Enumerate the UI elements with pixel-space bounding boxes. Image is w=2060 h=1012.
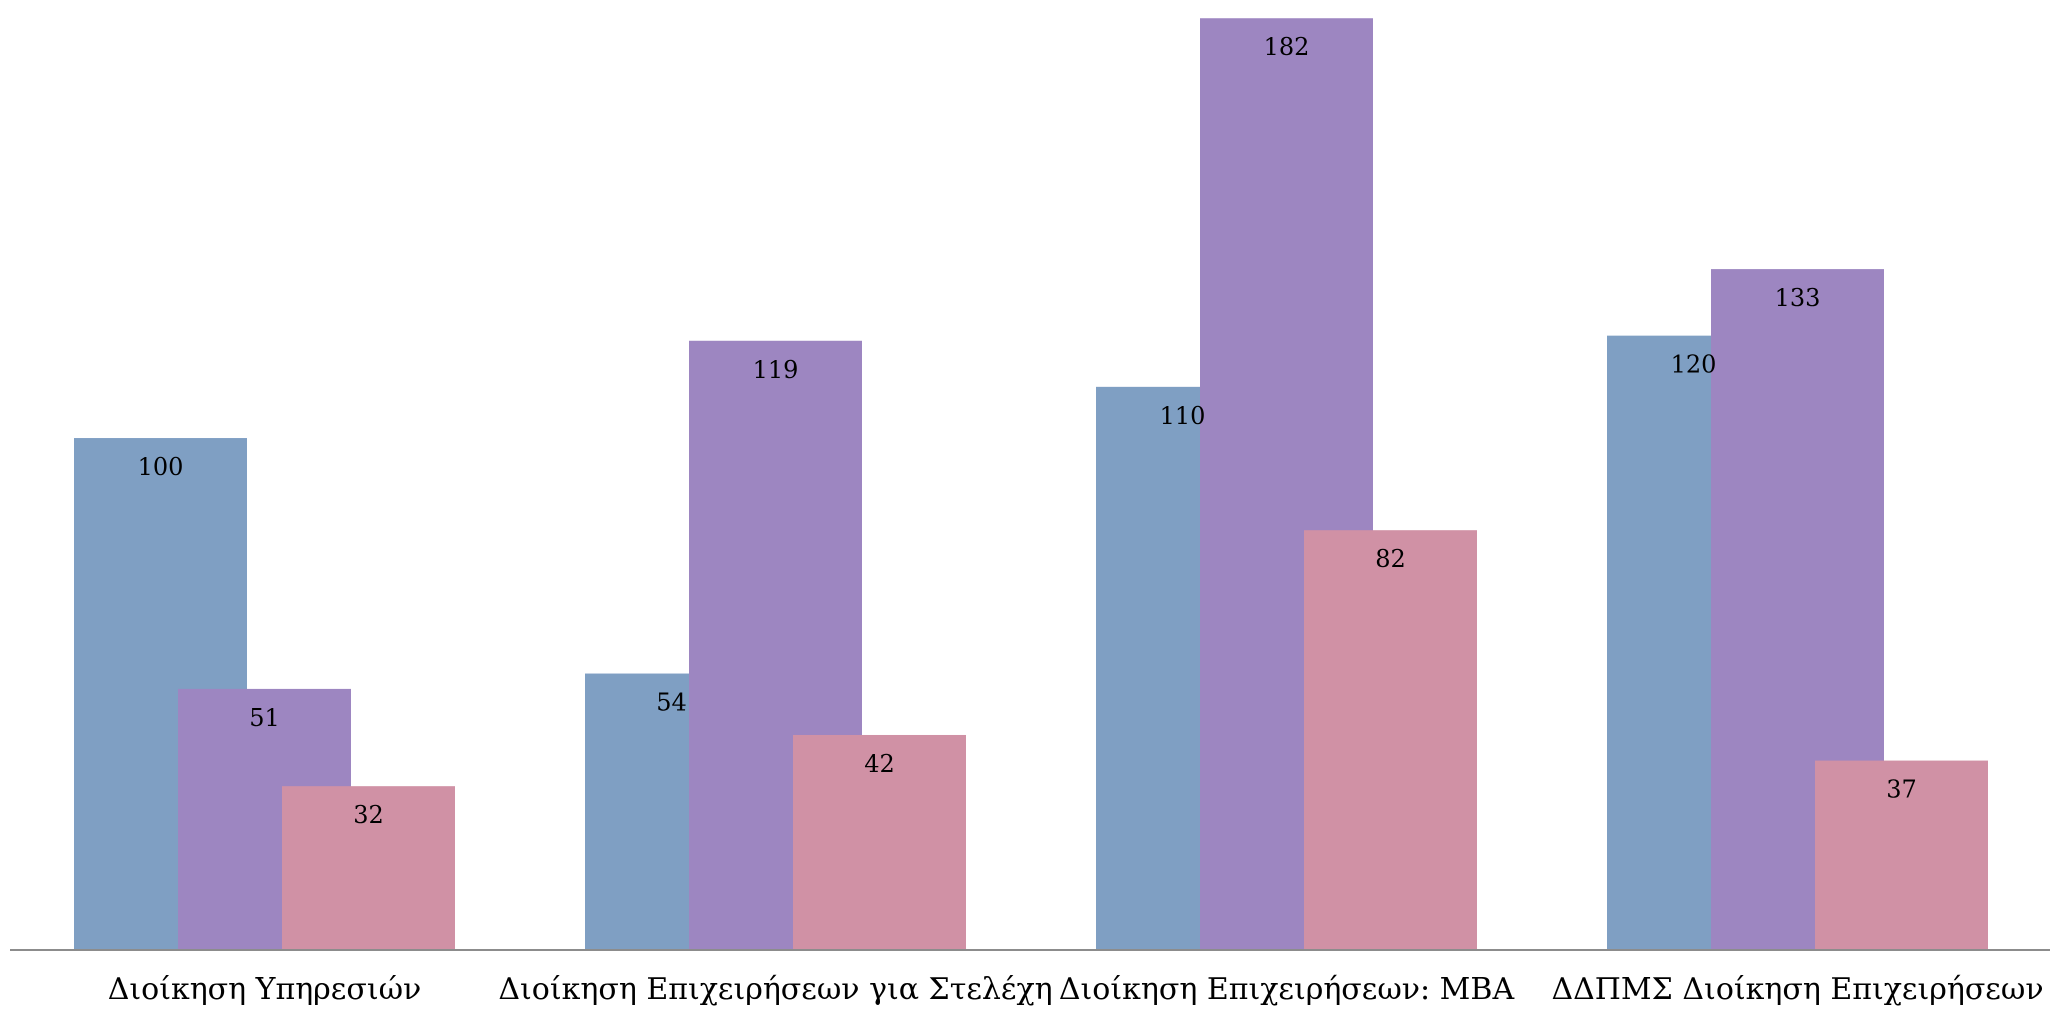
bar-series-3-category-1 <box>282 786 455 950</box>
data-labels-layer: 100 51 32 54 119 42 110 182 82 120 133 37 <box>138 33 1917 829</box>
bar-series-3-category-4 <box>1815 760 1988 950</box>
data-label-series-1-category-3: 110 <box>1160 402 1206 430</box>
category-label-3: Διοίκηση Επιχειρήσεων: MBA <box>1059 972 1515 1007</box>
category-label-4: ΔΔΠΜΣ Διοίκηση Επιχειρήσεων <box>1551 972 2043 1007</box>
data-label-series-2-category-3: 182 <box>1264 33 1310 61</box>
category-label-2: Διοίκηση Επιχειρήσεων για Στελέχη <box>498 972 1052 1007</box>
bar-series-3-category-3 <box>1304 530 1477 950</box>
data-label-series-3-category-4: 37 <box>1886 776 1917 804</box>
category-labels-layer: Διοίκηση Υπηρεσιών Διοίκηση Επιχειρήσεων … <box>108 972 2044 1007</box>
bars-layer <box>74 18 1988 950</box>
data-label-series-2-category-4: 133 <box>1775 284 1821 312</box>
data-label-series-3-category-3: 82 <box>1375 545 1406 573</box>
data-label-series-3-category-1: 32 <box>353 801 384 829</box>
data-label-series-1-category-4: 120 <box>1671 351 1717 379</box>
data-label-series-2-category-1: 51 <box>249 704 280 732</box>
data-label-series-1-category-1: 100 <box>138 453 184 481</box>
data-label-series-3-category-2: 42 <box>864 750 895 778</box>
data-label-series-2-category-2: 119 <box>753 356 799 384</box>
category-label-1: Διοίκηση Υπηρεσιών <box>108 972 422 1007</box>
bar-series-3-category-2 <box>793 734 966 950</box>
data-label-series-1-category-2: 54 <box>656 689 687 717</box>
